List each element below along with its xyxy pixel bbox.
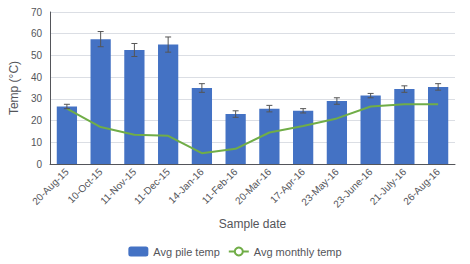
svg-text:20: 20 [31,115,43,126]
svg-text:14-Jan-16: 14-Jan-16 [166,166,206,206]
svg-text:Sample date: Sample date [219,217,287,231]
svg-text:10-Oct-15: 10-Oct-15 [65,166,105,206]
svg-text:0: 0 [36,159,42,170]
svg-text:Avg monthly temp: Avg monthly temp [254,246,342,258]
svg-text:Temp (°C): Temp (°C) [7,61,21,115]
svg-text:26-Aug-16: 26-Aug-16 [401,166,442,207]
svg-text:50: 50 [31,50,43,61]
svg-text:20-Mar-16: 20-Mar-16 [233,166,274,207]
svg-text:20-Aug-15: 20-Aug-15 [30,166,71,207]
svg-text:40: 40 [31,72,43,83]
svg-text:11-Feb-16: 11-Feb-16 [199,166,240,206]
svg-text:11-Dec-15: 11-Dec-15 [132,166,173,207]
svg-text:Avg pile temp: Avg pile temp [153,246,219,258]
svg-text:23-May-16: 23-May-16 [299,166,341,208]
svg-text:60: 60 [31,28,43,39]
svg-text:10: 10 [31,137,43,148]
svg-text:11-Nov-15: 11-Nov-15 [98,166,139,207]
svg-text:30: 30 [31,93,43,104]
svg-text:23-June-16: 23-June-16 [331,166,375,210]
svg-text:17-Apr-16: 17-Apr-16 [267,166,307,206]
svg-text:21-July-16: 21-July-16 [367,166,409,207]
svg-text:70: 70 [31,7,43,18]
